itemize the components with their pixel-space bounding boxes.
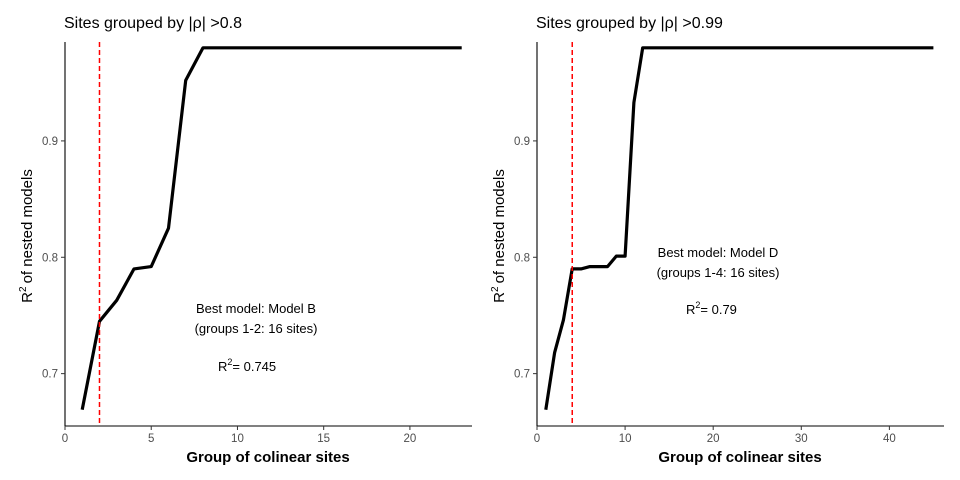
y-tick-label: 0.8: [514, 252, 530, 264]
y-tick-label: 0.9: [42, 136, 58, 148]
best-model-groups-annotation: (groups 1-2: 16 sites): [195, 321, 318, 336]
x-tick-label: 20: [404, 433, 417, 445]
x-tick-label: 10: [231, 433, 244, 445]
x-tick-label: 0: [62, 433, 68, 445]
y-tick-label: 0.7: [514, 369, 530, 381]
r2-annotation: R2= 0.745: [218, 357, 276, 374]
series-line: [80, 46, 462, 411]
x-tick-label: 15: [317, 433, 330, 445]
y-axis-label-prefix: R: [491, 292, 508, 303]
r2-annotation-superscript: 2: [227, 357, 232, 367]
series-line: [544, 46, 934, 410]
r2-annotation: R2= 0.79: [686, 300, 737, 317]
y-axis-label-superscript: 2: [18, 286, 29, 292]
plot-area: 0 5 10 15 20 0.7 0.8 0.9: [42, 42, 472, 445]
chart-title: Sites grouped by |ρ| >0.99: [536, 15, 723, 32]
plot-area: 0 10 20 30 40 0.7 0.8 0.9: [514, 42, 944, 445]
x-axis-label: Group of colinear sites: [658, 449, 821, 466]
x-tick-label: 5: [148, 433, 154, 445]
x-tick-label: 0: [534, 433, 540, 445]
r2-annotation-superscript: 2: [695, 300, 700, 310]
y-axis-label: R2 of nested models: [490, 169, 508, 303]
x-tick-label: 20: [707, 433, 720, 445]
chart-panel-1: Sites grouped by |ρ| >0.8 0 5 10 15 20 0.7 0.8…: [18, 15, 472, 466]
best-model-groups-annotation: (groups 1-4: 16 sites): [657, 265, 780, 280]
y-axis-label-prefix: R: [19, 292, 36, 303]
y-axis-label-superscript: 2: [490, 286, 501, 292]
best-model-annotation: Best model: Model B: [196, 301, 316, 316]
y-axis-label-text: of nested models: [491, 169, 508, 283]
y-tick-label: 0.8: [42, 252, 58, 264]
y-tick-label: 0.9: [514, 136, 530, 148]
x-tick-label: 10: [619, 433, 632, 445]
best-model-annotation: Best model: Model D: [658, 245, 779, 260]
r2-annotation-value: = 0.79: [700, 302, 737, 317]
chart-panel-2: Sites grouped by |ρ| >0.99 0 10 20 30 400.70…: [490, 15, 944, 466]
x-tick-label: 40: [883, 433, 896, 445]
x-axis-label: Group of colinear sites: [186, 449, 349, 466]
r2-annotation-prefix: R: [218, 359, 227, 374]
r2-annotation-prefix: R: [686, 302, 695, 317]
y-axis-label: R2 of nested models: [18, 169, 36, 303]
x-tick-label: 30: [795, 433, 808, 445]
chart-title: Sites grouped by |ρ| >0.8: [64, 15, 242, 32]
y-axis-label-text: of nested models: [19, 169, 36, 283]
r2-annotation-value: = 0.745: [232, 359, 276, 374]
y-tick-label: 0.7: [42, 369, 58, 381]
